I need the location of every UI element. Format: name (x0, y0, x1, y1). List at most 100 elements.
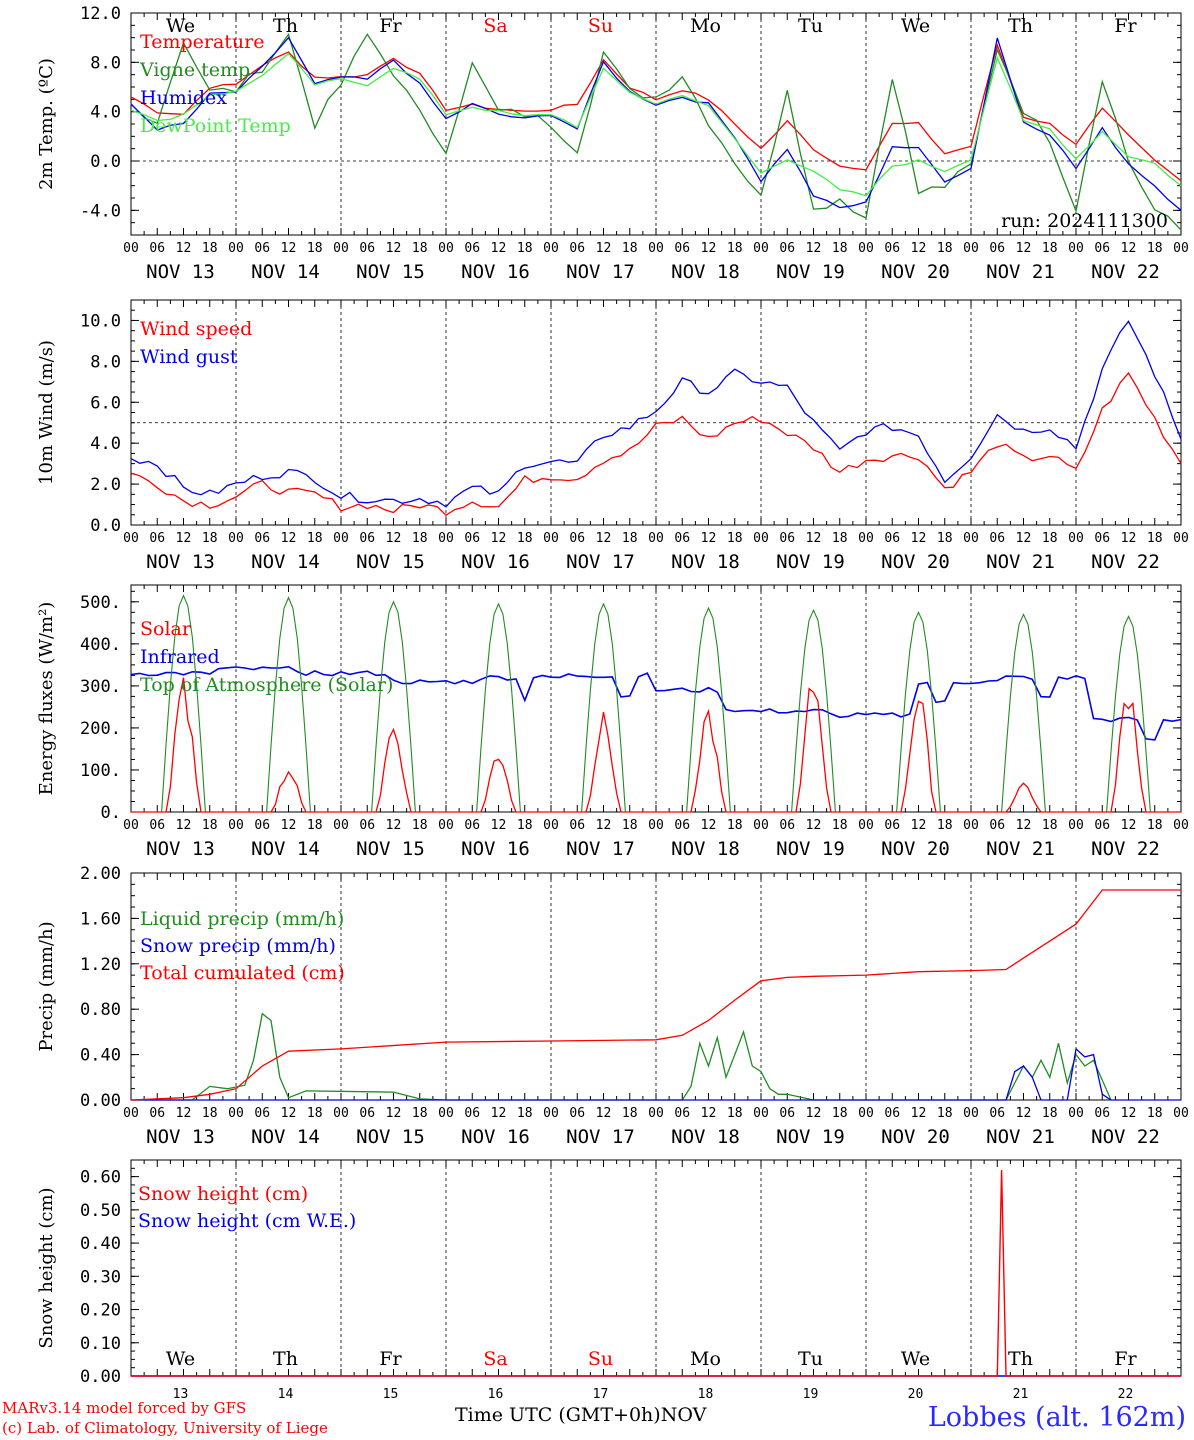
day-label: NOV 22 (1091, 551, 1160, 573)
y-tick-label: 0. (101, 803, 121, 823)
panel-5: 0.000.100.200.300.400.500.60Snow height … (36, 1160, 1181, 1402)
hour-tick-label: 00 (333, 241, 349, 256)
day-label: NOV 16 (461, 261, 530, 283)
hour-tick-label: 12 (386, 1106, 402, 1121)
time-axis-label: Time UTC (GMT+0h)NOV (455, 1404, 706, 1426)
weekday-label: Th (273, 1348, 298, 1370)
legend-entry: Total cumulated (cm) (140, 962, 345, 984)
y-tick-label: 10.0 (80, 311, 121, 331)
hour-tick-label: 18 (517, 531, 533, 546)
hour-tick-label: 12 (281, 818, 297, 833)
hour-tick-label: 12 (491, 1106, 507, 1121)
day-number: 16 (488, 1387, 504, 1402)
day-label: NOV 17 (566, 838, 635, 860)
weekday-label: We (166, 1348, 195, 1370)
y-tick-label: 8.0 (90, 53, 121, 73)
hour-tick-label: 18 (832, 1106, 848, 1121)
hour-tick-label: 06 (1094, 241, 1110, 256)
hour-tick-label: 12 (806, 1106, 822, 1121)
weekday-label: Fr (379, 1348, 402, 1370)
day-labels: NOV 13 NOV 14 NOV 15 NOV 16 NOV 17 NOV 18 NOV … (146, 261, 1160, 283)
hour-tick-label: 00 (228, 818, 244, 833)
day-labels: NOV 13 NOV 14 NOV 15 NOV 16 NOV 17 NOV 18 NOV … (146, 1126, 1160, 1148)
hour-tick-label: 06 (884, 531, 900, 546)
y-tick-label: 0.60 (80, 1168, 121, 1188)
y-tick-label: 4.0 (90, 434, 121, 454)
weekday-labels: We Th Fr Sa Su Mo Tu We Th Fr (166, 1348, 1138, 1370)
y-tick-label: 0.40 (80, 1046, 121, 1066)
day-label: NOV 20 (881, 551, 950, 573)
hour-tick-label: 12 (596, 531, 612, 546)
hour-tick-label: 00 (438, 531, 454, 546)
y-tick-label: 0.30 (80, 1267, 121, 1287)
y-tick-label: 200. (80, 719, 121, 739)
run-annotation: run: 2024111300 (1001, 210, 1168, 232)
hour-tick-label: 00 (963, 241, 979, 256)
hour-tick-label: 12 (491, 241, 507, 256)
hour-tick-label: 12 (386, 241, 402, 256)
hour-tick-label: 18 (622, 1106, 638, 1121)
weekday-label: Tu (798, 1348, 823, 1370)
hour-tick-label: 18 (412, 818, 428, 833)
hour-tick-label: 06 (1094, 1106, 1110, 1121)
day-number: 21 (1013, 1387, 1029, 1402)
hour-tick-label: 06 (884, 818, 900, 833)
hour-tick-label: 18 (202, 818, 218, 833)
hour-tick-label: 12 (701, 818, 717, 833)
y-tick-label: 1.60 (80, 909, 121, 929)
y-tick-label: 0.0 (90, 516, 121, 536)
hour-tick-label: 00 (858, 531, 874, 546)
hour-tick-label: 06 (359, 1106, 375, 1121)
hour-tick-label: 00 (123, 241, 139, 256)
hour-tick-label: 18 (202, 531, 218, 546)
hour-tick-label: 00 (543, 1106, 559, 1121)
legend-entry: Snow precip (mm/h) (140, 935, 336, 957)
day-label: NOV 13 (146, 551, 215, 573)
hour-tick-label: 12 (176, 1106, 192, 1121)
day-label: NOV 16 (461, 551, 530, 573)
legend-entry: Humidex (140, 87, 227, 109)
hour-tick-label: 00 (753, 818, 769, 833)
hour-tick-label: 12 (701, 531, 717, 546)
hour-tick-label: 00 (858, 818, 874, 833)
legend-entry: Liquid precip (mm/h) (140, 908, 344, 930)
weekday-label: Th (1008, 1348, 1033, 1370)
hour-tick-label: 18 (202, 1106, 218, 1121)
hour-tick-label: 00 (123, 1106, 139, 1121)
weekday-label: Fr (379, 15, 402, 37)
hour-tick-label: 00 (543, 531, 559, 546)
hour-tick-label: 06 (884, 1106, 900, 1121)
hour-tick-label: 18 (727, 531, 743, 546)
y-tick-label: 0.80 (80, 1000, 121, 1020)
hour-tick-label: 00 (228, 531, 244, 546)
day-label: NOV 18 (671, 261, 740, 283)
hour-tick-label: 06 (569, 1106, 585, 1121)
hour-tick-label: 06 (464, 531, 480, 546)
hour-labels: 00 06 12 18 00 06 12 18 00 06 12 18 00 06 12 18 00 06 12 18… (123, 1106, 1189, 1121)
day-label: NOV 19 (776, 261, 845, 283)
day-label: NOV 13 (146, 1126, 215, 1148)
hour-tick-label: 00 (438, 241, 454, 256)
day-label: NOV 20 (881, 838, 950, 860)
hour-tick-label: 06 (674, 818, 690, 833)
weekday-label: We (901, 1348, 930, 1370)
hour-tick-label: 12 (281, 1106, 297, 1121)
hour-tick-label: 18 (1042, 531, 1058, 546)
day-label: NOV 18 (671, 1126, 740, 1148)
day-label: NOV 20 (881, 1126, 950, 1148)
hour-tick-label: 06 (464, 241, 480, 256)
hour-tick-label: 12 (701, 241, 717, 256)
plot-frame (131, 300, 1181, 525)
hour-tick-label: 00 (648, 1106, 664, 1121)
hour-tick-label: 00 (648, 818, 664, 833)
hour-tick-label: 00 (753, 531, 769, 546)
hour-tick-label: 12 (911, 241, 927, 256)
hour-tick-label: 00 (543, 241, 559, 256)
y-axis-label: Energy fluxes (W/m²) (36, 602, 57, 796)
hour-tick-label: 18 (1042, 241, 1058, 256)
hour-tick-label: 00 (438, 1106, 454, 1121)
legend-entry: Infrared (140, 646, 220, 668)
y-tick-label: 400. (80, 635, 121, 655)
hour-tick-label: 18 (412, 241, 428, 256)
